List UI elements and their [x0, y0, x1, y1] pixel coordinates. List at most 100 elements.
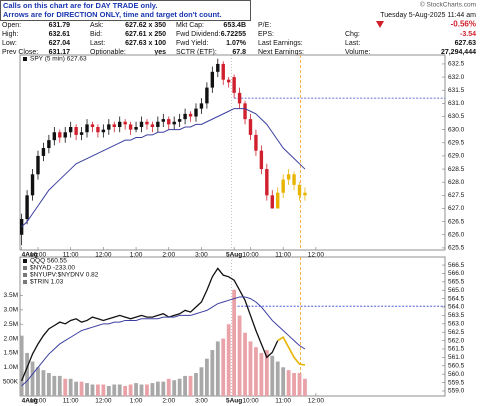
x-tick-label: 5Aug — [226, 398, 242, 405]
candle-body — [303, 192, 307, 196]
volume-bar — [90, 384, 95, 396]
volume-bar — [36, 367, 40, 396]
candle-body — [216, 63, 220, 72]
candle-body — [74, 127, 78, 135]
volume-tick-label: 1.0M — [4, 364, 18, 371]
volume-bar — [101, 384, 106, 396]
stat-value: 627.63 — [455, 40, 477, 47]
field-value: 631.17 — [49, 49, 71, 56]
volume-tick-label: 3.0M — [4, 307, 18, 314]
candle-body — [177, 119, 182, 122]
candle-body — [210, 71, 215, 88]
y-tick-label: 562.5 — [448, 329, 465, 336]
candle-body — [123, 121, 127, 125]
volume-bar — [112, 384, 117, 396]
x-tick-label: 11:00 — [63, 398, 79, 405]
volume-bar — [68, 378, 73, 396]
x-tick-label: 2:00 — [162, 398, 175, 405]
y-tick-label: 560.0 — [448, 371, 465, 378]
volume-bar — [123, 385, 128, 396]
field-label: Fwd Yield: — [176, 40, 208, 47]
legend-swatch — [23, 259, 27, 263]
volume-bar — [188, 375, 193, 396]
candle-body — [118, 121, 122, 128]
candle-body — [145, 121, 149, 125]
candle-body — [47, 140, 51, 149]
volume-bar — [215, 341, 220, 396]
legend-label: $NYAD -233.00 — [30, 265, 75, 272]
y-tick-label: 629.5 — [448, 139, 465, 146]
volume-bar — [237, 315, 242, 396]
volume-tick-label: 500K — [3, 378, 19, 385]
y-tick-label: 628.0 — [448, 179, 465, 186]
candle-body — [112, 124, 116, 128]
field-value: 653.4B — [223, 22, 246, 29]
volume-bar — [161, 381, 166, 396]
y-tick-label: 563.0 — [448, 321, 465, 328]
field-label: Prev Close: — [2, 49, 38, 56]
legend-label: QQQ 560.55 — [30, 258, 67, 265]
volume-bar — [286, 370, 291, 396]
candle-body — [139, 121, 144, 128]
candle-body — [107, 124, 111, 130]
candle-body — [248, 119, 253, 135]
x-tick-label: 1:00 — [130, 252, 143, 259]
legend-swatch — [23, 266, 27, 270]
volume-bar — [194, 373, 198, 396]
y-tick-label: 631.5 — [448, 87, 465, 94]
candle-body — [36, 155, 40, 175]
legend-label: SPY (5 min) 627.63 — [30, 56, 87, 63]
candle-body — [297, 184, 302, 196]
candle-body — [286, 174, 291, 180]
field-value: 67.8 — [232, 49, 246, 56]
notice-line: Calls on this chart are for DAY TRADE on… — [3, 1, 157, 10]
y-tick-label: 559.0 — [448, 388, 465, 395]
field-value: 1.07% — [226, 40, 247, 47]
volume-bar — [155, 381, 160, 396]
field-label: Optionable: — [90, 49, 126, 56]
stat-value: 27,294,444 — [441, 49, 476, 56]
candle-body — [68, 127, 73, 133]
volume-bar — [254, 347, 258, 396]
volume-bar — [106, 385, 111, 396]
x-tick-label: 10:00 — [242, 398, 259, 405]
x-tick-label: 10:00 — [30, 398, 47, 405]
y-tick-label: 566.0 — [448, 270, 465, 277]
candle-body — [259, 150, 264, 170]
volume-tick-label: 3.5M — [4, 292, 18, 299]
volume-bar — [117, 384, 122, 396]
y-tick-label: 564.5 — [448, 295, 465, 302]
header: Open: 631.79 Ask: 627.62 x 350 Mkt Cap: 653.4… — [2, 22, 476, 56]
field-label: Low: — [2, 40, 17, 47]
candle-body — [167, 119, 171, 125]
candle-body — [276, 192, 280, 209]
candle-body — [226, 79, 231, 83]
candle-body — [183, 113, 187, 120]
y-tick-label: 564.0 — [448, 304, 465, 311]
x-tick-label: 4Aug — [22, 252, 38, 259]
candle-body — [58, 132, 62, 138]
volume-bar — [297, 373, 302, 396]
candle-body — [243, 103, 247, 120]
x-tick-label: 5Aug — [226, 252, 242, 259]
field-value: 627.62 x 350 — [125, 22, 166, 29]
upper-panel — [19, 54, 446, 251]
candle-body — [30, 174, 35, 196]
y-tick-label: 560.5 — [448, 363, 465, 370]
y-tick-label: 563.5 — [448, 312, 465, 319]
field-label: Fwd Dividend: — [176, 31, 220, 38]
x-tick-label: 1:00 — [130, 398, 143, 405]
moving-average — [21, 108, 306, 228]
field-value: 627.63 x 100 — [125, 40, 166, 47]
volume-bar — [79, 381, 84, 396]
volume-bar — [25, 352, 29, 396]
candle-body — [232, 77, 236, 93]
candle-body — [96, 127, 100, 133]
x-tick-label: 12:00 — [95, 252, 112, 259]
volume-bar — [52, 375, 57, 396]
candle-body — [172, 121, 176, 125]
x-tick-label: 2:00 — [162, 252, 175, 259]
legend-swatch — [23, 273, 27, 277]
price-line — [21, 267, 279, 382]
stat-label: Last: — [345, 40, 360, 47]
